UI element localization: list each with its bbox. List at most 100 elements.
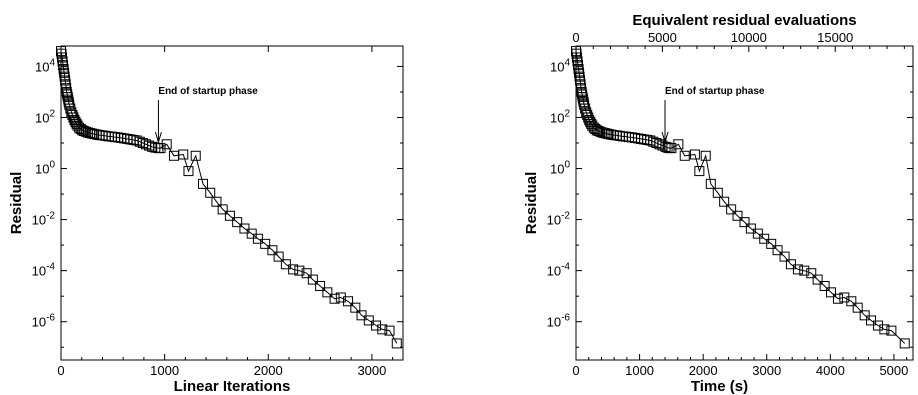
data-point [752, 228, 763, 239]
y-tick-label: 10-6 [547, 313, 571, 330]
top-x-tick-label: 10000 [731, 30, 767, 45]
data-point [899, 338, 910, 349]
x-tick-label: 2000 [254, 363, 283, 378]
data-point [183, 166, 194, 177]
data-point [866, 315, 877, 326]
data-point [280, 259, 291, 270]
data-point [705, 178, 716, 189]
data-point [335, 292, 346, 303]
data-point [307, 274, 318, 285]
data-point [859, 310, 870, 321]
data-point [58, 60, 69, 71]
data-point [57, 56, 68, 67]
data-point [806, 268, 817, 279]
data-point [61, 86, 72, 97]
top-x-axis-label: Equivalent residual evaluations [632, 12, 856, 29]
data-point [57, 52, 68, 63]
data-point [371, 320, 382, 331]
data-point [356, 310, 367, 321]
data-point [660, 141, 671, 152]
data-point [322, 287, 333, 298]
data-point [886, 325, 897, 336]
data-point [350, 302, 361, 313]
data-point [273, 251, 284, 262]
data-point [155, 143, 166, 154]
plot-frame [575, 45, 914, 361]
x-tick-label: 2000 [689, 363, 718, 378]
data-point [574, 71, 585, 82]
data-point [239, 223, 250, 234]
data-point [66, 107, 77, 118]
data-point [224, 210, 235, 221]
right-chart-panel: 104 102 100 10-2 10-4 10-6 0 1000 2000 3000 4000 50… [523, 12, 914, 395]
data-point [785, 259, 796, 270]
data-point [825, 287, 836, 298]
data-point [572, 52, 583, 63]
data-point [812, 274, 823, 285]
x-tick-label: 3000 [357, 363, 386, 378]
data-point [178, 149, 189, 160]
y-tick-label: 10-4 [547, 262, 571, 279]
data-point [662, 142, 673, 153]
data-point [573, 60, 584, 71]
top-x-tick-label: 5000 [648, 30, 677, 45]
y-tick-label: 100 [35, 160, 55, 177]
data-point [779, 251, 790, 262]
data-point [58, 63, 69, 74]
data-point [217, 204, 228, 215]
x-tick-label: 0 [57, 363, 64, 378]
data-point [77, 125, 88, 136]
data-point [719, 196, 730, 207]
data-point [315, 280, 326, 291]
data-point [819, 280, 830, 291]
data-point [666, 143, 677, 154]
data-point [712, 187, 723, 198]
data-point [232, 217, 243, 228]
y-axis-label: Residual [523, 172, 540, 235]
data-point [62, 92, 73, 103]
data-point [161, 139, 172, 150]
data-point [873, 320, 884, 331]
x-tick-label: 3000 [752, 363, 781, 378]
data-point [581, 107, 592, 118]
data-point [766, 238, 777, 249]
data-point [363, 315, 374, 326]
data-point [759, 233, 770, 244]
data-point [190, 150, 201, 161]
data-point [852, 302, 863, 313]
data-point [294, 265, 305, 276]
data-point [211, 196, 222, 207]
data-point [571, 46, 581, 57]
data-point [70, 117, 81, 128]
data-point [573, 63, 584, 74]
y-axis-label: Residual [8, 172, 25, 235]
data-point [700, 150, 711, 161]
data-point [60, 79, 71, 90]
data-point [59, 67, 70, 78]
data-point [839, 292, 850, 303]
data-point [577, 89, 588, 100]
y-tick-label: 104 [550, 57, 570, 74]
data-point [62, 89, 73, 100]
data-point [56, 46, 66, 57]
data-point [575, 79, 586, 90]
data-point [150, 142, 161, 153]
top-x-tick-label: 15000 [817, 30, 853, 45]
plot-frame [60, 45, 404, 361]
data-point [252, 233, 263, 244]
data-point [63, 97, 74, 108]
data-point [832, 293, 843, 304]
data-point [301, 268, 312, 279]
left-chart-panel: 104 102 100 10-2 10-4 10-6 0 1000 2000 3000 Linear… [8, 45, 404, 395]
data-point [60, 75, 71, 86]
top-x-tick-label: 0 [572, 30, 579, 45]
data-point [745, 223, 756, 234]
data-point [577, 92, 588, 103]
data-point [391, 338, 402, 349]
data-point [576, 86, 587, 97]
data-point [197, 178, 208, 189]
x-axis-label: Time (s) [691, 378, 748, 395]
data-point [572, 56, 583, 67]
x-tick-label: 0 [572, 363, 579, 378]
data-point [575, 75, 586, 86]
